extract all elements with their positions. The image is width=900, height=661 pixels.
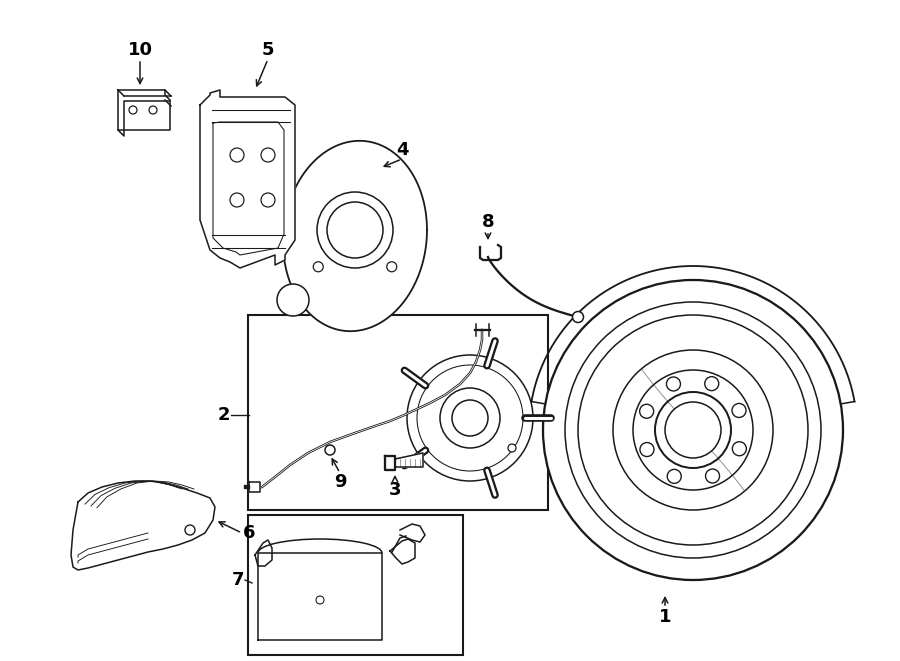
Polygon shape: [258, 553, 382, 640]
Circle shape: [667, 377, 680, 391]
Circle shape: [572, 311, 583, 323]
Text: 8: 8: [482, 213, 494, 231]
Circle shape: [665, 402, 721, 458]
Text: 3: 3: [389, 481, 401, 499]
Polygon shape: [200, 90, 295, 268]
Text: 6: 6: [243, 524, 256, 542]
Circle shape: [667, 469, 681, 483]
Text: 10: 10: [128, 41, 152, 59]
Bar: [248, 315, 548, 510]
Text: 9: 9: [334, 473, 346, 491]
Circle shape: [732, 403, 746, 418]
Circle shape: [508, 444, 516, 452]
Circle shape: [317, 192, 393, 268]
Text: 2: 2: [218, 406, 230, 424]
Polygon shape: [71, 481, 215, 570]
Circle shape: [277, 284, 309, 316]
Polygon shape: [390, 539, 415, 564]
Polygon shape: [255, 540, 272, 566]
Circle shape: [440, 388, 500, 448]
Circle shape: [387, 262, 397, 272]
Circle shape: [655, 392, 731, 468]
Polygon shape: [395, 453, 423, 467]
Polygon shape: [385, 456, 395, 470]
Circle shape: [316, 596, 324, 604]
Circle shape: [640, 442, 654, 457]
Circle shape: [640, 405, 653, 418]
Circle shape: [185, 525, 195, 535]
Circle shape: [543, 280, 843, 580]
Circle shape: [230, 148, 244, 162]
Polygon shape: [118, 90, 170, 130]
Text: 4: 4: [396, 141, 409, 159]
Circle shape: [706, 469, 719, 483]
Circle shape: [149, 106, 157, 114]
Polygon shape: [283, 141, 427, 331]
Circle shape: [129, 106, 137, 114]
Circle shape: [313, 262, 323, 272]
Circle shape: [327, 202, 383, 258]
Text: 5: 5: [262, 41, 274, 59]
Circle shape: [733, 442, 746, 455]
Circle shape: [705, 377, 719, 391]
Text: 1: 1: [659, 608, 671, 626]
Bar: [248, 515, 463, 655]
Circle shape: [261, 148, 275, 162]
Circle shape: [452, 400, 488, 436]
Circle shape: [407, 355, 533, 481]
Circle shape: [325, 445, 335, 455]
Text: 7: 7: [231, 571, 244, 589]
Circle shape: [261, 193, 275, 207]
Circle shape: [230, 193, 244, 207]
Polygon shape: [400, 524, 425, 542]
Polygon shape: [249, 482, 260, 492]
